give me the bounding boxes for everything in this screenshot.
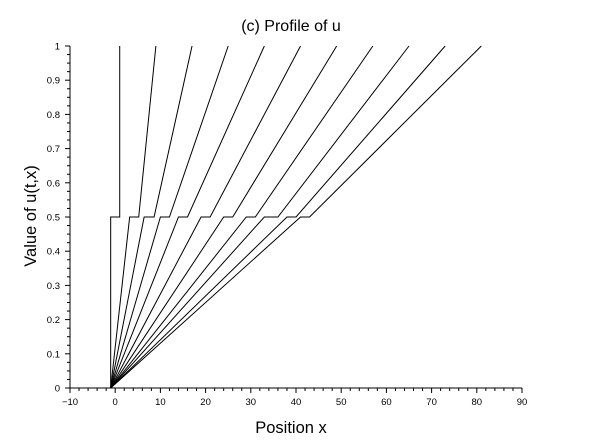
y-tick-label: 0.3 (47, 281, 60, 292)
series-line-9 (110, 45, 410, 389)
series-line-7 (110, 45, 338, 389)
x-tick-label: 80 (472, 397, 483, 408)
x-tick-label: 30 (246, 397, 257, 408)
series-line-1 (110, 46, 121, 388)
x-axis-title: Position x (255, 419, 327, 437)
y-tick-label: 0.9 (47, 76, 60, 87)
y-tick-label: 0.1 (47, 349, 60, 360)
chart-title: (c) Profile of u (241, 18, 341, 35)
x-tick-label: 0 (113, 397, 118, 408)
x-tick-label: 50 (336, 397, 347, 408)
series-line-5 (110, 45, 265, 389)
axes: −10 0 10 20 30 40 50 60 70 80 9000.10.20.30.40.50.… (47, 42, 528, 409)
y-tick-label: 0.8 (47, 110, 60, 121)
y-tick-label: 0.6 (47, 178, 60, 189)
y-tick-label: 0.7 (47, 144, 60, 155)
y-axis-title: Value of u(t,x) (22, 165, 40, 267)
plot-area (110, 45, 482, 389)
x-tick-label: 40 (291, 397, 302, 408)
x-tick-label: 60 (381, 397, 392, 408)
series-line-3 (110, 45, 193, 389)
x-tick-label: 20 (200, 397, 211, 408)
y-tick-label: 0.5 (47, 213, 60, 224)
series-line-8 (110, 45, 374, 389)
x-tick-label: 70 (426, 397, 437, 408)
x-tick-label: 10 (155, 397, 166, 408)
y-tick-label: 0.2 (47, 315, 60, 326)
y-tick-label: 0 (55, 384, 60, 395)
y-tick-label: 1 (55, 42, 60, 53)
series-line-10 (110, 45, 446, 389)
x-tick-label: 90 (517, 397, 528, 408)
series-line-2 (110, 45, 157, 389)
series-line-11 (110, 45, 482, 389)
y-tick-label: 0.4 (47, 247, 60, 258)
series-line-4 (110, 45, 229, 389)
x-tick-label: −10 (62, 397, 78, 408)
series-line-6 (110, 45, 301, 389)
